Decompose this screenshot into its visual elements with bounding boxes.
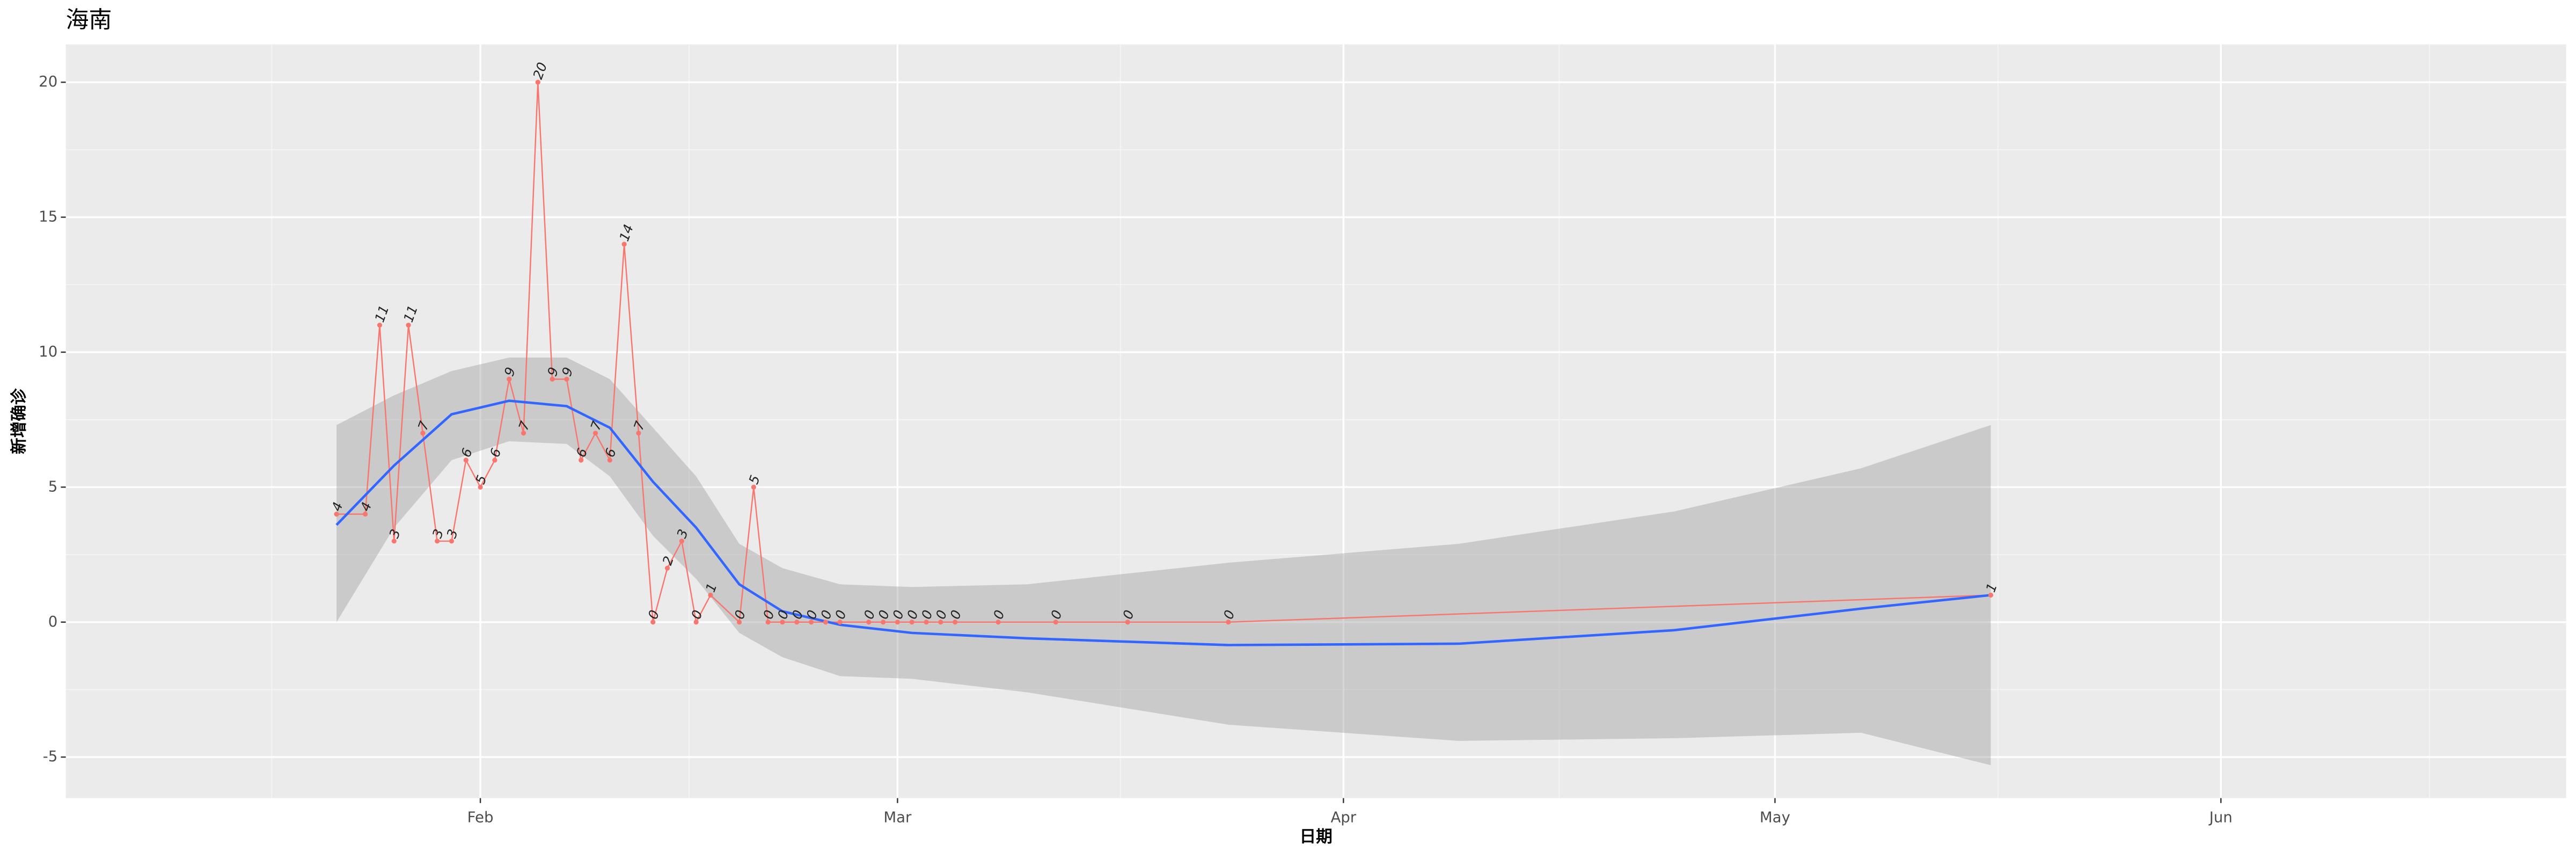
data-point [363,512,368,517]
data-point [607,457,612,463]
data-point [564,376,569,382]
data-point [478,484,483,490]
data-point [550,376,555,382]
data-point [938,620,943,625]
data-point [736,620,742,625]
data-point [1226,620,1231,625]
y-tick-label: 10 [39,343,57,360]
data-point [880,620,886,625]
y-tick-label: 5 [48,477,58,495]
data-point [463,457,469,463]
data-point [679,538,684,544]
data-point [924,620,929,625]
data-point [780,620,785,625]
y-axis-title: 新增确诊 [10,388,28,454]
data-point [866,620,872,625]
data-point [693,620,699,625]
data-point [391,538,397,544]
data-point [953,620,958,625]
y-tick-label: 15 [39,208,57,225]
data-point [751,484,756,490]
smooth-line [335,399,1991,646]
data-point [808,620,814,625]
data-point [1988,592,1994,598]
y-tick-label: 0 [48,613,58,630]
x-tick-label: Feb [467,808,494,826]
data-point [507,376,512,382]
confidence-band [336,358,1991,766]
data-point [621,242,627,247]
data-point [334,512,339,517]
data-point [837,620,843,625]
data-point [909,620,914,625]
data-point [1125,620,1130,625]
data-point [996,620,1001,625]
data-point [449,538,455,544]
data-point [708,592,713,598]
data-point [377,323,383,328]
data-point [492,457,497,463]
data-point [420,431,426,436]
panel [65,44,2566,798]
data-point [664,565,670,571]
x-tick-label: Apr [1330,808,1356,826]
x-tick-label: May [1760,808,1790,826]
data-point [895,620,900,625]
data-point [765,620,771,625]
data-point [579,457,584,463]
data-point [650,620,656,625]
data-point [535,79,540,85]
data-point [1053,620,1058,625]
y-tick-label: 20 [39,72,57,90]
data-point [521,431,526,436]
data-point [636,431,641,436]
chart-title: 海南 [66,6,112,33]
data-point [435,538,440,544]
data-point [823,620,828,625]
data-point [406,323,411,328]
data-point [794,620,800,625]
y-tick-label: -5 [43,747,58,765]
data-point [592,431,598,436]
x-tick-label: Mar [883,808,912,826]
x-axis-title: 日期 [1299,828,1332,847]
x-tick-label: Jun [2208,808,2233,826]
data-line [336,82,1991,624]
